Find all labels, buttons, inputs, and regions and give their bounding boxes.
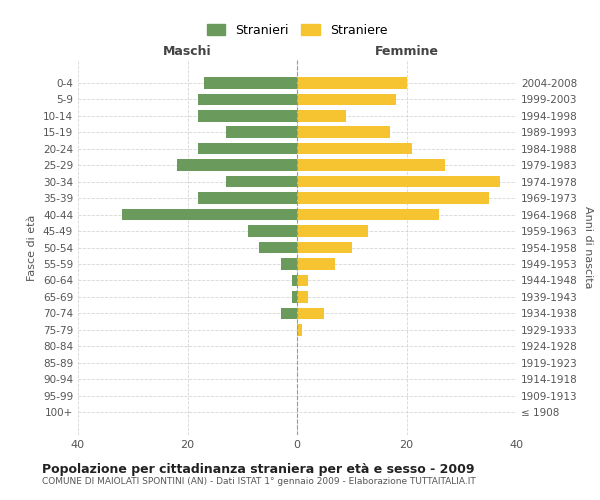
Text: Maschi: Maschi	[163, 45, 212, 58]
Text: Femmine: Femmine	[374, 45, 439, 58]
Bar	[297, 160, 445, 171]
Bar	[297, 126, 390, 138]
Bar	[297, 242, 352, 254]
Bar	[226, 176, 297, 188]
Y-axis label: Fasce di età: Fasce di età	[28, 214, 37, 280]
Bar	[297, 226, 368, 237]
Bar	[297, 308, 325, 319]
Bar	[281, 258, 297, 270]
Bar	[297, 291, 308, 302]
Bar	[297, 192, 488, 204]
Bar	[297, 94, 395, 105]
Bar	[297, 77, 407, 88]
Bar	[199, 94, 297, 105]
Bar	[297, 143, 412, 154]
Bar	[204, 77, 297, 88]
Bar	[199, 143, 297, 154]
Bar	[199, 192, 297, 204]
Text: Popolazione per cittadinanza straniera per età e sesso - 2009: Popolazione per cittadinanza straniera p…	[42, 462, 475, 475]
Bar	[176, 160, 297, 171]
Bar	[297, 209, 439, 220]
Bar	[292, 291, 297, 302]
Bar	[297, 324, 302, 336]
Bar	[297, 274, 308, 286]
Y-axis label: Anni di nascita: Anni di nascita	[583, 206, 593, 289]
Bar	[281, 308, 297, 319]
Bar	[259, 242, 297, 254]
Bar	[297, 110, 346, 122]
Bar	[297, 176, 500, 188]
Bar	[226, 126, 297, 138]
Bar	[122, 209, 297, 220]
Bar	[248, 226, 297, 237]
Bar	[292, 274, 297, 286]
Legend: Stranieri, Straniere: Stranieri, Straniere	[200, 18, 394, 43]
Text: COMUNE DI MAIOLATI SPONTINI (AN) - Dati ISTAT 1° gennaio 2009 - Elaborazione TUT: COMUNE DI MAIOLATI SPONTINI (AN) - Dati …	[42, 478, 476, 486]
Bar	[199, 110, 297, 122]
Bar	[297, 258, 335, 270]
